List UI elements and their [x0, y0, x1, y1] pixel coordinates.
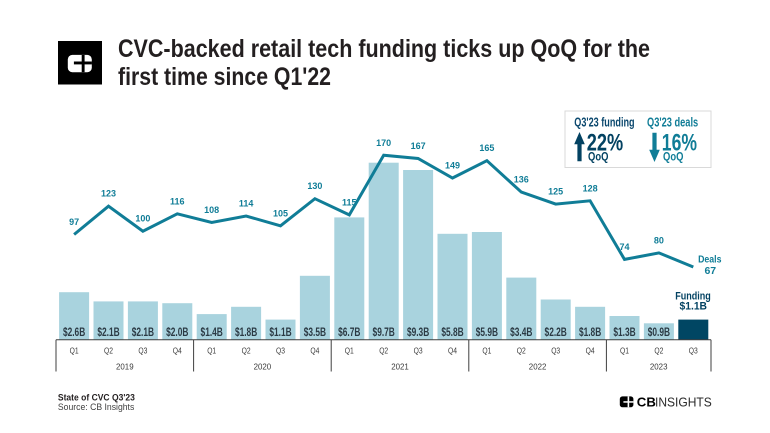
svg-text:QoQ: QoQ: [663, 151, 683, 163]
svg-text:16%: 16%: [662, 130, 697, 157]
svg-text:$1.1B: $1.1B: [269, 325, 292, 339]
svg-text:Q3'23 funding: Q3'23 funding: [574, 115, 634, 130]
svg-text:$0.9B: $0.9B: [648, 325, 671, 339]
svg-text:Q4: Q4: [310, 347, 319, 356]
svg-text:Q3'23 deals: Q3'23 deals: [647, 115, 698, 130]
svg-text:2022: 2022: [529, 361, 547, 371]
svg-text:Q3: Q3: [689, 347, 698, 356]
svg-text:Q1: Q1: [482, 347, 491, 356]
svg-text:114: 114: [239, 199, 254, 209]
svg-text:CB: CB: [637, 395, 656, 410]
svg-text:2023: 2023: [650, 361, 668, 371]
svg-text:Q3: Q3: [414, 347, 423, 356]
svg-text:Q3: Q3: [138, 347, 147, 356]
svg-text:74: 74: [619, 242, 629, 252]
svg-text:$2.6B: $2.6B: [63, 325, 86, 339]
svg-text:State of CVC Q3'23: State of CVC Q3'23: [58, 392, 135, 402]
svg-text:first time since Q1'22: first time since Q1'22: [118, 63, 331, 91]
svg-text:$2.1B: $2.1B: [97, 325, 120, 339]
svg-text:Q2: Q2: [379, 347, 388, 356]
svg-text:QoQ: QoQ: [588, 151, 608, 163]
svg-text:Funding: Funding: [675, 290, 711, 302]
svg-text:Q2: Q2: [654, 347, 663, 356]
svg-text:Q4: Q4: [173, 347, 182, 356]
svg-text:$1.1B: $1.1B: [680, 300, 708, 312]
svg-text:97: 97: [69, 217, 79, 227]
svg-text:115: 115: [342, 197, 357, 207]
svg-text:Deals: Deals: [698, 254, 722, 266]
svg-text:2020: 2020: [254, 361, 272, 371]
svg-text:Q1: Q1: [207, 347, 216, 356]
svg-text:167: 167: [411, 141, 426, 151]
svg-text:$1.8B: $1.8B: [579, 325, 602, 339]
svg-text:Q1: Q1: [70, 347, 79, 356]
svg-text:Q2: Q2: [242, 347, 251, 356]
svg-text:2021: 2021: [391, 361, 409, 371]
svg-text:$2.0B: $2.0B: [166, 325, 189, 339]
svg-text:Q3: Q3: [551, 347, 560, 356]
svg-text:136: 136: [514, 175, 529, 185]
svg-text:Source: CB Insights: Source: CB Insights: [58, 402, 135, 412]
svg-text:100: 100: [135, 214, 150, 224]
svg-text:116: 116: [170, 196, 185, 206]
svg-text:149: 149: [445, 161, 460, 171]
svg-text:CVC-backed retail tech funding: CVC-backed retail tech funding ticks up …: [118, 35, 650, 63]
svg-text:130: 130: [307, 181, 322, 191]
svg-text:$9.3B: $9.3B: [407, 325, 430, 339]
svg-text:Q4: Q4: [448, 347, 457, 356]
svg-text:$2.1B: $2.1B: [132, 325, 155, 339]
svg-text:$9.7B: $9.7B: [373, 325, 396, 339]
svg-text:$1.8B: $1.8B: [235, 325, 258, 339]
svg-text:108: 108: [204, 205, 219, 215]
svg-text:170: 170: [376, 138, 391, 148]
svg-text:$5.9B: $5.9B: [476, 325, 499, 339]
svg-text:$1.3B: $1.3B: [613, 325, 636, 339]
svg-text:$3.5B: $3.5B: [304, 325, 327, 339]
svg-text:Q2: Q2: [517, 347, 526, 356]
svg-text:Q1: Q1: [345, 347, 354, 356]
svg-text:80: 80: [654, 235, 664, 245]
svg-text:$6.7B: $6.7B: [338, 325, 361, 339]
svg-text:Q1: Q1: [620, 347, 629, 356]
svg-text:$5.8B: $5.8B: [441, 325, 464, 339]
svg-text:105: 105: [273, 208, 288, 218]
svg-text:125: 125: [548, 187, 563, 197]
svg-text:$1.4B: $1.4B: [201, 325, 224, 339]
svg-text:$2.2B: $2.2B: [545, 325, 568, 339]
svg-text:67: 67: [704, 265, 716, 277]
svg-text:165: 165: [479, 143, 494, 153]
svg-text:123: 123: [101, 189, 116, 199]
svg-text:$3.4B: $3.4B: [510, 325, 533, 339]
svg-text:Q3: Q3: [276, 347, 285, 356]
svg-text:128: 128: [583, 183, 598, 193]
svg-text:INSIGHTS: INSIGHTS: [655, 395, 712, 410]
svg-text:2019: 2019: [116, 361, 134, 371]
svg-text:Q4: Q4: [586, 347, 595, 356]
svg-text:22%: 22%: [587, 130, 623, 157]
svg-text:Q2: Q2: [104, 347, 113, 356]
